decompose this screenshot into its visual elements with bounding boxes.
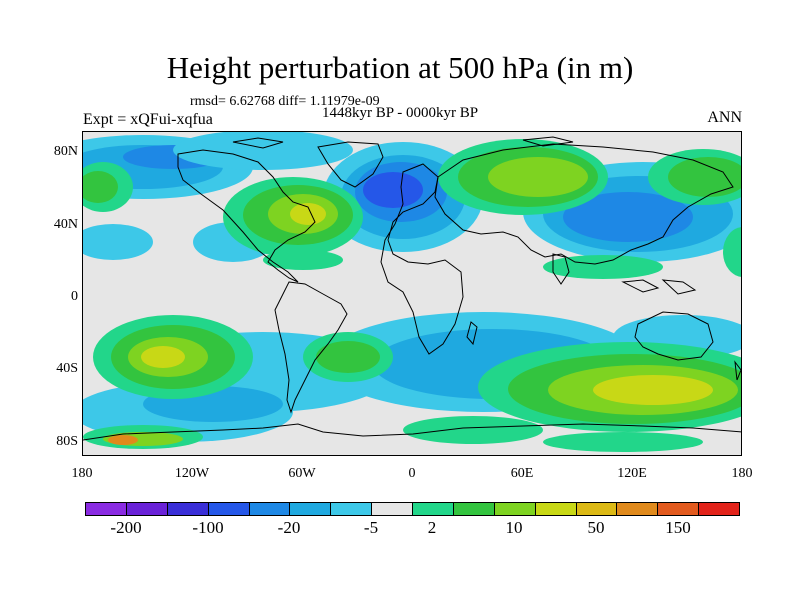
lat-label-0: 0: [71, 289, 78, 304]
colorbar-swatch: [453, 503, 495, 515]
lon-label-60e: 60E: [510, 466, 534, 481]
contour-map: [83, 132, 741, 455]
colorbar-swatch: [699, 503, 739, 515]
lon-label-0: 0: [408, 466, 416, 481]
colorbar-label: -200: [110, 518, 142, 537]
colorbar-swatch: [249, 503, 291, 515]
lat-label-40s: 40S: [56, 361, 78, 376]
colorbar-swatch: [658, 503, 700, 515]
colorbar-label: 2: [427, 518, 437, 537]
lon-label-180e: 180: [731, 466, 753, 481]
plot-title: Height perturbation at 500 hPa (in m): [166, 50, 634, 85]
colorbar-swatch: [290, 503, 332, 515]
lon-label-120e: 120E: [617, 466, 647, 481]
colorbar-swatch: [494, 503, 536, 515]
colorbar-swatch: [617, 503, 659, 515]
colorbar-swatch: [331, 503, 373, 515]
colorbar-label: 50: [587, 518, 605, 537]
nh-negative-anomalies: [83, 132, 741, 262]
nh-positive-anomalies: [83, 139, 741, 279]
stats-text: rmsd= 6.62768 diff= 1.11979e-09: [190, 94, 380, 109]
colorbar-label: -20: [277, 518, 301, 537]
colorbar-swatch: [535, 503, 577, 515]
lon-label-180w: 180: [71, 466, 93, 481]
experiment-label: Expt = xQFui-xqfua: [83, 111, 213, 128]
map-panel: [82, 131, 742, 456]
colorbar: [85, 502, 740, 516]
lat-label-40n: 40N: [53, 217, 78, 232]
lat-label-80n: 80N: [53, 144, 78, 159]
colorbar-label: 150: [665, 518, 691, 537]
colorbar-swatch: [86, 503, 127, 515]
colorbar-swatch: [413, 503, 454, 515]
colorbar-swatch: [126, 503, 168, 515]
colorbar-label: -100: [192, 518, 224, 537]
coastlines: [83, 136, 741, 441]
colorbar-swatch: [372, 503, 413, 515]
colorbar-label: -5: [363, 518, 379, 537]
season-label: ANN: [707, 109, 742, 126]
colorbar-swatch: [576, 503, 618, 515]
lon-label-60w: 60W: [288, 466, 316, 481]
period-text: 1448kyr BP - 0000kyr BP: [322, 105, 479, 121]
lat-label-80s: 80S: [56, 434, 78, 449]
lon-label-120w: 120W: [174, 466, 210, 481]
colorbar-swatch: [167, 503, 209, 515]
colorbar-label: 10: [505, 518, 523, 537]
sh-positive-anomalies: [83, 315, 741, 452]
colorbar-swatch: [208, 503, 250, 515]
